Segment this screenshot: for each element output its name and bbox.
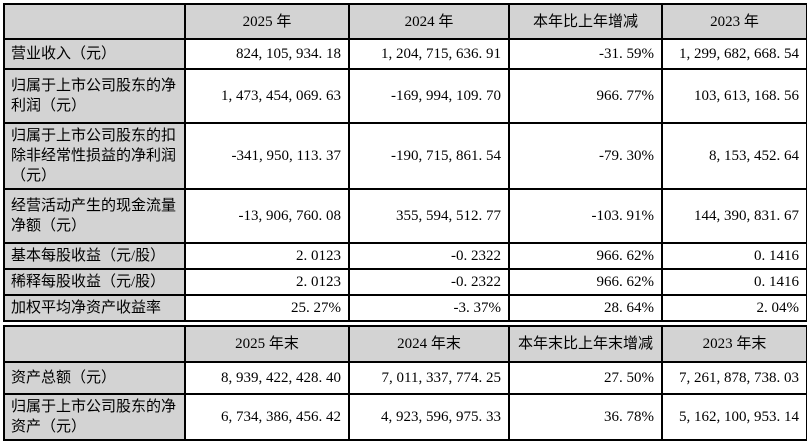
header-end-2024: 2024 年末	[348, 325, 510, 363]
annual-metrics-table: 2025 年 2024 年 本年比上年增减 2023 年 营业收入（元） 824…	[3, 3, 807, 322]
cell-value: 8, 153, 452. 64	[661, 122, 807, 190]
cell-value: 1, 299, 682, 668. 54	[661, 38, 807, 70]
cell-value: 2. 04%	[661, 294, 807, 322]
cell-value: 7, 261, 878, 738. 03	[661, 361, 807, 395]
header-yoy-change: 本年比上年增减	[508, 3, 663, 40]
cell-value: 824, 105, 934. 18	[184, 38, 350, 70]
cell-value: -79. 30%	[508, 122, 663, 190]
cell-value: 0. 1416	[661, 242, 807, 270]
row-label: 营业收入（元）	[3, 38, 186, 70]
cell-value: 36. 78%	[508, 393, 663, 441]
row-label: 经营活动产生的现金流量净额（元）	[3, 188, 186, 244]
cell-value: 4, 923, 596, 975. 33	[348, 393, 510, 441]
cell-value: -169, 994, 109. 70	[348, 68, 510, 124]
cell-value: 1, 473, 454, 069. 63	[184, 68, 350, 124]
cell-value: -0. 2322	[348, 242, 510, 270]
cell-value: 1, 204, 715, 636. 91	[348, 38, 510, 70]
cell-value: -0. 2322	[348, 268, 510, 296]
table-row-diluted-eps: 稀释每股收益（元/股） 2. 0123 -0. 2322 966. 62% 0.…	[3, 268, 807, 296]
table-row-weighted-avg-roe: 加权平均净资产收益率 25. 27% -3. 37% 28. 64% 2. 04…	[3, 294, 807, 322]
row-label: 加权平均净资产收益率	[3, 294, 186, 322]
cell-value: 103, 613, 168. 56	[661, 68, 807, 124]
row-label: 基本每股收益（元/股）	[3, 242, 186, 270]
cell-value: 6, 734, 386, 456. 42	[184, 393, 350, 441]
cell-value: 27. 50%	[508, 361, 663, 395]
cell-value: 966. 62%	[508, 242, 663, 270]
period-end-header-row: 2025 年末 2024 年末 本年末比上年末增减 2023 年末	[3, 325, 807, 363]
cell-value: 2. 0123	[184, 268, 350, 296]
period-end-metrics-table: 2025 年末 2024 年末 本年末比上年末增减 2023 年末 资产总额（元…	[3, 325, 807, 441]
cell-value: 8, 939, 422, 428. 40	[184, 361, 350, 395]
cell-value: -3. 37%	[348, 294, 510, 322]
table-row-net-profit: 归属于上市公司股东的净利润（元） 1, 473, 454, 069. 63 -1…	[3, 68, 807, 124]
header-empty-cell	[3, 3, 186, 40]
header-end-2025: 2025 年末	[184, 325, 350, 363]
cell-value: -13, 906, 760. 08	[184, 188, 350, 244]
cell-value: 0. 1416	[661, 268, 807, 296]
row-label: 资产总额（元）	[3, 361, 186, 395]
row-label: 归属于上市公司股东的净资产（元）	[3, 393, 186, 441]
cell-value: -31. 59%	[508, 38, 663, 70]
header-empty-cell	[3, 325, 186, 363]
table-row-revenue: 营业收入（元） 824, 105, 934. 18 1, 204, 715, 6…	[3, 38, 807, 70]
cell-value: 355, 594, 512. 77	[348, 188, 510, 244]
cell-value: 25. 27%	[184, 294, 350, 322]
header-year-2023: 2023 年	[661, 3, 807, 40]
table-row-total-assets: 资产总额（元） 8, 939, 422, 428. 40 7, 011, 337…	[3, 361, 807, 395]
cell-value: -341, 950, 113. 37	[184, 122, 350, 190]
table-row-net-profit-excl-nonrecurring: 归属于上市公司股东的扣除非经常性损益的净利润（元） -341, 950, 113…	[3, 122, 807, 190]
cell-value: 966. 62%	[508, 268, 663, 296]
cell-value: -103. 91%	[508, 188, 663, 244]
table-row-operating-cash-flow: 经营活动产生的现金流量净额（元） -13, 906, 760. 08 355, …	[3, 188, 807, 244]
table-row-basic-eps: 基本每股收益（元/股） 2. 0123 -0. 2322 966. 62% 0.…	[3, 242, 807, 270]
cell-value: 966. 77%	[508, 68, 663, 124]
row-label: 归属于上市公司股东的净利润（元）	[3, 68, 186, 124]
cell-value: 28. 64%	[508, 294, 663, 322]
cell-value: -190, 715, 861. 54	[348, 122, 510, 190]
cell-value: 2. 0123	[184, 242, 350, 270]
annual-header-row: 2025 年 2024 年 本年比上年增减 2023 年	[3, 3, 807, 40]
row-label: 稀释每股收益（元/股）	[3, 268, 186, 296]
cell-value: 5, 162, 100, 953. 14	[661, 393, 807, 441]
table-row-net-assets: 归属于上市公司股东的净资产（元） 6, 734, 386, 456. 42 4,…	[3, 393, 807, 441]
cell-value: 7, 011, 337, 774. 25	[348, 361, 510, 395]
row-label: 归属于上市公司股东的扣除非经常性损益的净利润（元）	[3, 122, 186, 190]
header-end-yoy-change: 本年末比上年末增减	[508, 325, 663, 363]
header-year-2025: 2025 年	[184, 3, 350, 40]
header-year-2024: 2024 年	[348, 3, 510, 40]
cell-value: 144, 390, 831. 67	[661, 188, 807, 244]
header-end-2023: 2023 年末	[661, 325, 807, 363]
